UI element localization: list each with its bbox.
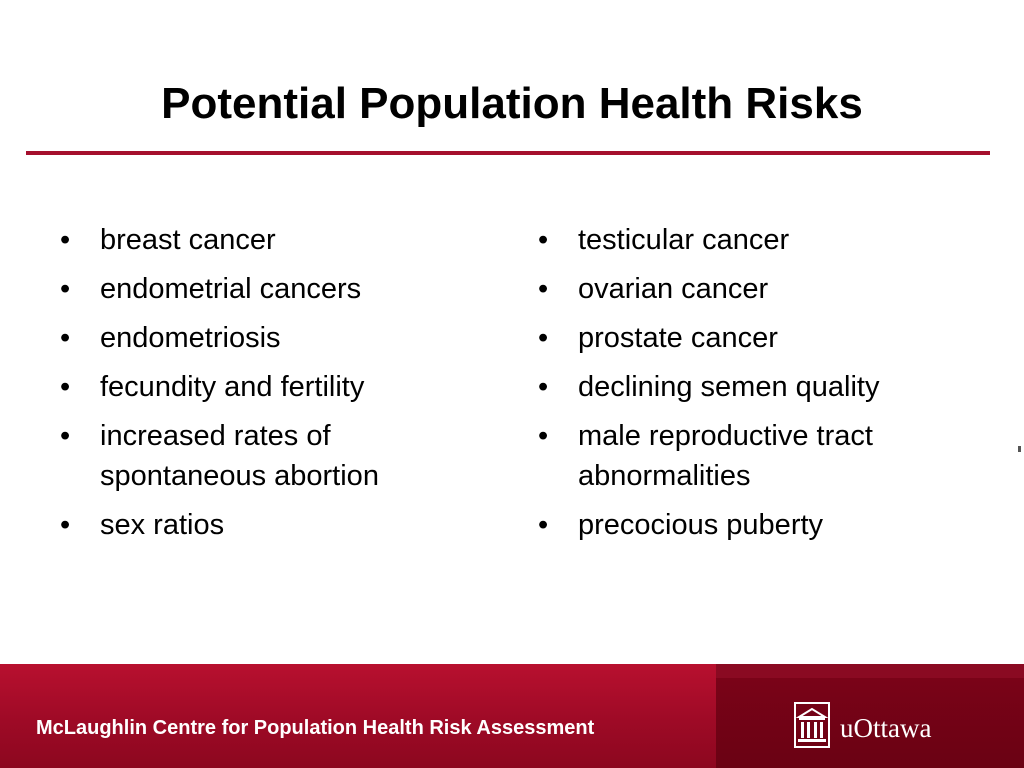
bullet-marker: • bbox=[538, 273, 549, 305]
title-divider bbox=[26, 151, 990, 155]
footer-bar: McLaughlin Centre for Population Health … bbox=[0, 664, 1024, 768]
list-item: • increased rates of spontaneous abortion bbox=[58, 416, 488, 496]
bullet-marker: • bbox=[60, 224, 71, 256]
list-item-text: male reproductive tract abnormalities bbox=[578, 420, 873, 492]
bullet-marker: • bbox=[538, 371, 549, 403]
list-item-text: endometrial cancers bbox=[100, 273, 362, 305]
list-item: • endometrial cancers bbox=[58, 269, 488, 309]
list-item-text: ovarian cancer bbox=[578, 273, 769, 305]
list-item: • fecundity and fertility bbox=[58, 367, 488, 407]
bullet-marker: • bbox=[60, 509, 71, 541]
list-item: • ovarian cancer bbox=[536, 269, 976, 309]
list-item: • declining semen quality bbox=[536, 367, 976, 407]
list-item-text: sex ratios bbox=[100, 509, 225, 541]
list-item-text: fecundity and fertility bbox=[100, 371, 365, 403]
list-item-text: testicular cancer bbox=[578, 224, 790, 256]
bullet-marker: • bbox=[60, 273, 71, 305]
list-item-text: precocious puberty bbox=[578, 509, 824, 541]
bullet-marker: • bbox=[538, 322, 549, 354]
bullet-marker: • bbox=[538, 509, 549, 541]
list-item: • precocious puberty bbox=[536, 505, 976, 545]
list-item-text: prostate cancer bbox=[578, 322, 778, 354]
list-item: • sex ratios bbox=[58, 505, 488, 545]
list-item: • endometriosis bbox=[58, 318, 488, 358]
list-item: • prostate cancer bbox=[536, 318, 976, 358]
list-item: • male reproductive tract abnormalities bbox=[536, 416, 976, 496]
list-item: • breast cancer bbox=[58, 220, 488, 260]
list-item-text: breast cancer bbox=[100, 224, 276, 256]
footer-organization-name: McLaughlin Centre for Population Health … bbox=[36, 717, 595, 739]
edge-mark bbox=[1018, 446, 1021, 452]
bullet-marker: • bbox=[538, 224, 549, 256]
footer-logo-panel: uOttawa bbox=[716, 664, 1024, 768]
slide-title: Potential Population Health Risks bbox=[161, 79, 863, 128]
list-item-text: increased rates of spontaneous abortion bbox=[100, 420, 379, 492]
left-bullet-list: • breast cancer • endometrial cancers • end… bbox=[58, 220, 488, 554]
bullet-marker: • bbox=[60, 371, 71, 403]
list-item: • testicular cancer bbox=[536, 220, 976, 260]
bullet-marker: • bbox=[60, 322, 71, 354]
university-building-icon bbox=[794, 702, 830, 748]
right-bullet-list: • testicular cancer • ovarian cancer • pros… bbox=[536, 220, 976, 554]
uottawa-logo-text: uOttawa bbox=[840, 713, 932, 743]
list-item-text: declining semen quality bbox=[578, 371, 880, 403]
bullet-marker: • bbox=[60, 420, 71, 452]
bullet-marker: • bbox=[538, 420, 549, 452]
list-item-text: endometriosis bbox=[100, 322, 281, 354]
